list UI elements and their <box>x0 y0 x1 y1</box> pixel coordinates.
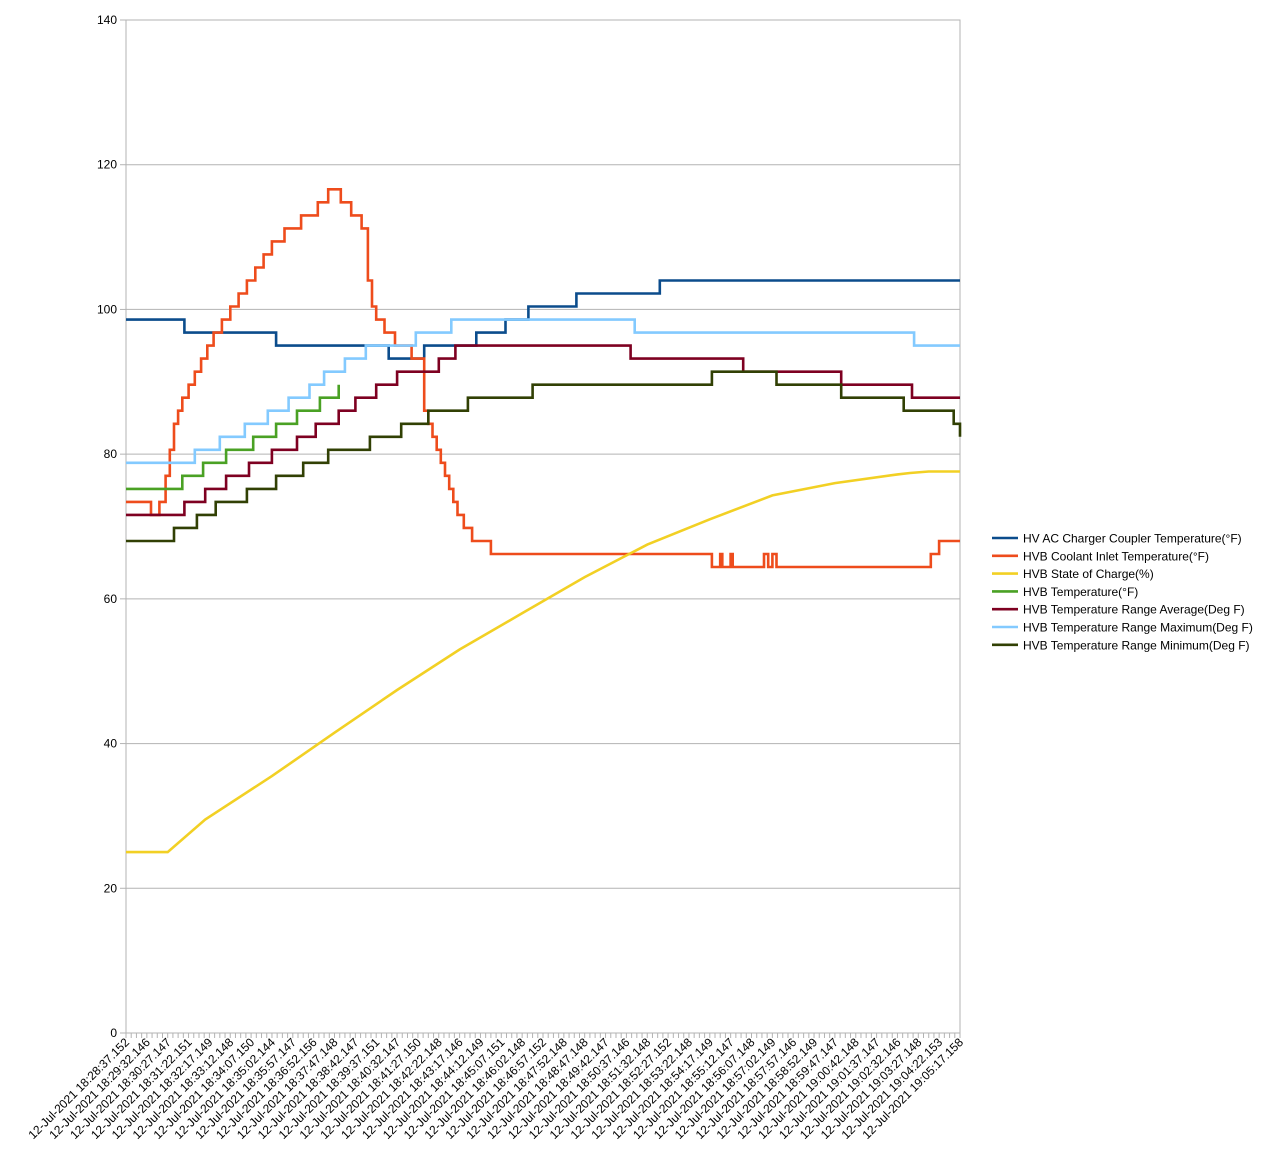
legend-label-5: HVB Temperature Range Maximum(Deg F) <box>1023 621 1253 635</box>
legend-label-4: HVB Temperature Range Average(Deg F) <box>1023 603 1245 617</box>
gridlines <box>125 19 961 1034</box>
legend-label-1: HVB Coolant Inlet Temperature(°F) <box>1023 549 1209 563</box>
y-tick-label-0: 0 <box>110 1026 117 1040</box>
y-tick-label-140: 140 <box>97 13 117 27</box>
legend-label-3: HVB Temperature(°F) <box>1023 585 1138 599</box>
series-line-1 <box>126 188 960 569</box>
series-line-2 <box>126 470 960 854</box>
y-tick-label-100: 100 <box>97 302 117 316</box>
y-tick-label-60: 60 <box>104 592 118 606</box>
legend-label-2: HVB State of Charge(%) <box>1023 567 1154 581</box>
y-tick-label-120: 120 <box>97 158 117 172</box>
y-tick-label-80: 80 <box>104 447 118 461</box>
y-tick-label-40: 40 <box>104 737 118 751</box>
legend-label-6: HVB Temperature Range Minimum(Deg F) <box>1023 638 1250 652</box>
series-lines <box>126 188 962 854</box>
legend-label-0: HV AC Charger Coupler Temperature(°F) <box>1023 532 1242 546</box>
y-axis: 0 20 40 60 80 100 120 140 <box>97 13 126 1040</box>
plot-frame <box>125 19 961 1034</box>
y-tick-label-20: 20 <box>104 881 118 895</box>
legend: HV AC Charger Coupler Temperature(°F) HVB… <box>992 532 1253 652</box>
series-line-3 <box>126 384 340 491</box>
series-line-5 <box>126 318 960 465</box>
series-line-4 <box>126 344 960 517</box>
series-line-6 <box>126 370 962 543</box>
